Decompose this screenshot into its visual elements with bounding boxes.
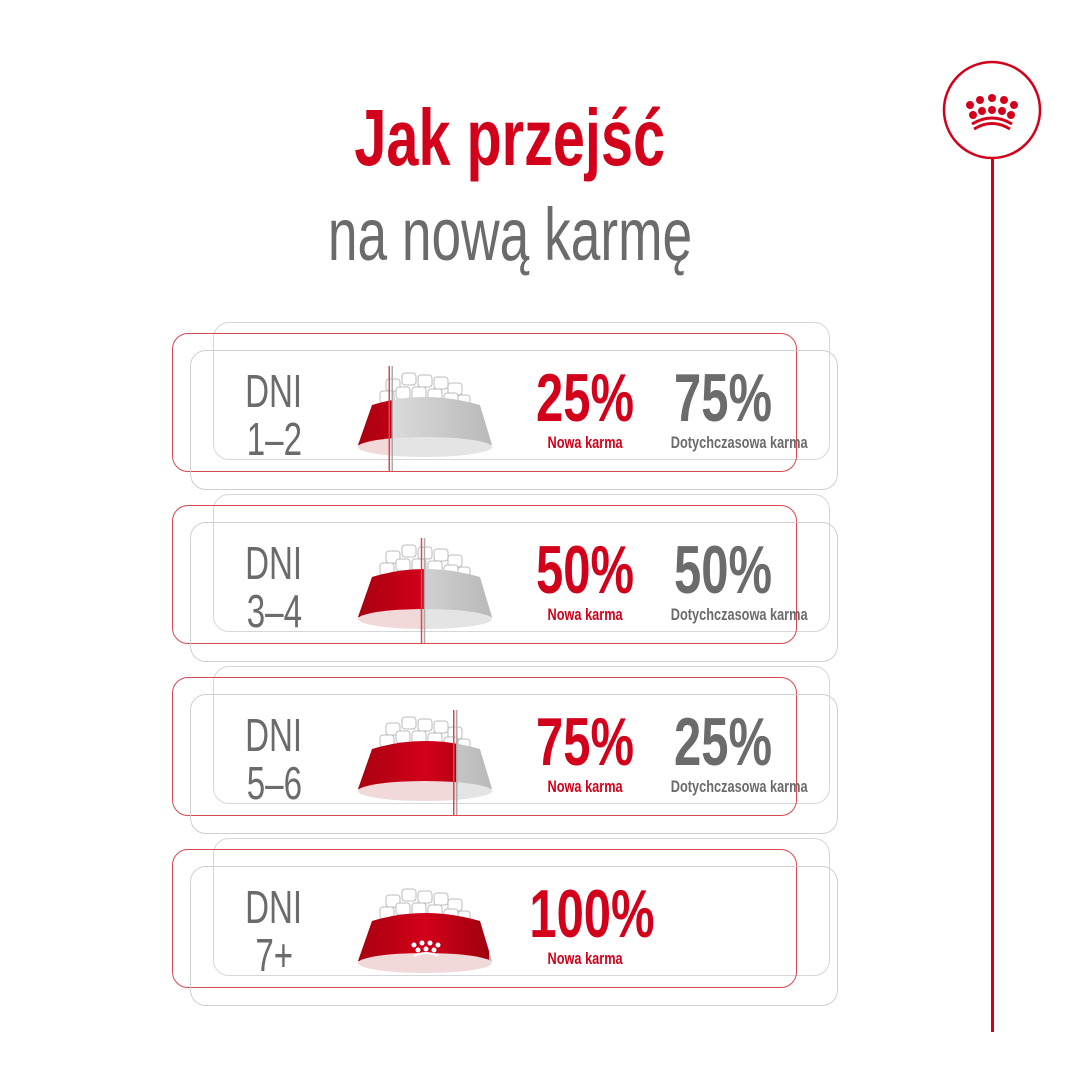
card-outline-front (190, 350, 838, 490)
old-food-percent: 50% (673, 532, 772, 608)
card-outline-back (213, 838, 830, 976)
days-range: DNI 5–6 (245, 709, 303, 809)
old-food-label: Dotychczasowa karma (670, 777, 808, 796)
timeline-line (991, 158, 994, 1032)
card-outline-front (190, 866, 838, 1006)
step-card: DNI 1–2 25% Nowa karma 75% Dotychczasowa k… (0, 322, 1080, 505)
new-food-percent: 75% (535, 704, 634, 780)
crown-logo-icon (942, 60, 1042, 160)
card-outline-red (172, 849, 797, 988)
card-outline-back (213, 322, 830, 460)
card-outline-back (213, 494, 830, 632)
new-food-label: Nowa karma (547, 433, 623, 452)
card-outline-red (172, 333, 797, 472)
new-food-label: Nowa karma (547, 949, 623, 968)
new-food-percent: 25% (535, 360, 634, 436)
days-range: DNI 7+ (245, 881, 303, 981)
food-bowl-icon (358, 538, 492, 643)
old-food-percent: 25% (673, 704, 772, 780)
new-food-percent: 50% (535, 532, 634, 608)
new-food-label: Nowa karma (547, 605, 623, 624)
days-range: DNI 3–4 (245, 537, 303, 637)
card-outline-front (190, 694, 838, 834)
card-outline-red (172, 505, 797, 644)
food-bowl-icon (358, 366, 492, 471)
new-food-percent: 100% (529, 876, 655, 952)
step-card: DNI 7+ 100% Nowa karma (0, 838, 1080, 1021)
new-food-label: Nowa karma (547, 777, 623, 796)
step-card: DNI 5–6 75% Nowa karma 25% Dotychczasowa k… (0, 666, 1080, 849)
title-line-1: Jak przejść (354, 93, 666, 182)
card-outline-red (172, 677, 797, 816)
days-range: DNI 1–2 (245, 365, 303, 465)
card-outline-back (213, 666, 830, 804)
card-outline-front (190, 522, 838, 662)
food-bowl-icon (358, 710, 492, 815)
old-food-label: Dotychczasowa karma (670, 433, 808, 452)
food-bowl-icon (358, 888, 492, 973)
old-food-percent: 75% (673, 360, 772, 436)
step-card: DNI 3–4 50% Nowa karma 50% Dotychczasowa k… (0, 494, 1080, 677)
title-line-2: na nową karmę (327, 193, 693, 276)
old-food-label: Dotychczasowa karma (670, 605, 808, 624)
